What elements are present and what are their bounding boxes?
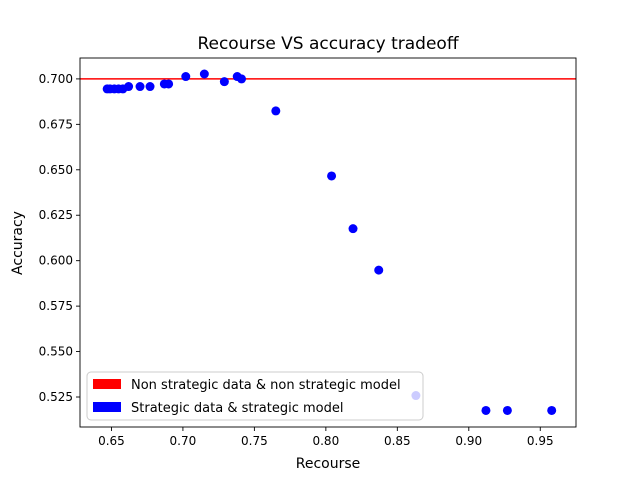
y-tick-label: 0.650 — [39, 163, 73, 177]
y-tick-label: 0.600 — [39, 254, 73, 268]
legend-swatch-reference — [93, 379, 121, 389]
legend-box — [86, 371, 424, 421]
plot-area — [80, 69, 576, 415]
y-tick-label: 0.625 — [39, 208, 73, 222]
data-point — [271, 106, 281, 116]
data-point — [547, 405, 557, 415]
legend-swatch-strategic — [93, 402, 121, 412]
data-point — [237, 74, 247, 84]
x-tick-label: 0.70 — [170, 434, 197, 448]
data-point — [199, 69, 209, 79]
data-point — [124, 82, 134, 92]
data-point — [327, 171, 337, 181]
data-point — [164, 79, 174, 89]
x-tick-label: 0.65 — [98, 434, 125, 448]
chart-title: Recourse VS accuracy tradeoff — [197, 34, 459, 54]
data-point — [374, 265, 384, 275]
x-tick-label: 0.75 — [241, 434, 268, 448]
data-point — [219, 77, 229, 87]
x-tick-label: 0.90 — [455, 434, 482, 448]
y-tick-label: 0.575 — [39, 299, 73, 313]
y-tick-label: 0.550 — [39, 345, 73, 359]
data-point — [145, 82, 155, 92]
x-axis-label: Recourse — [296, 456, 361, 472]
x-tick-label: 0.85 — [384, 434, 411, 448]
y-tick-label: 0.700 — [39, 72, 73, 86]
legend: Non strategic data & non strategic model… — [86, 371, 424, 421]
y-axis-label: Accuracy — [10, 211, 26, 275]
axes: 0.65 0.70 0.75 0.80 0.85 0.90 0.95 0.525 0.550 0.… — [39, 57, 577, 448]
data-point — [181, 72, 191, 82]
data-point — [481, 405, 491, 415]
x-tick-label: 0.80 — [312, 434, 339, 448]
axes-frame — [79, 57, 577, 428]
y-tick-label: 0.525 — [39, 390, 73, 404]
x-tick-label: 0.95 — [527, 434, 554, 448]
y-tick-label: 0.675 — [39, 117, 73, 131]
data-point — [502, 405, 512, 415]
data-point — [348, 224, 358, 234]
legend-entry-strategic: Strategic data & strategic model — [131, 401, 343, 416]
data-point — [135, 82, 145, 92]
legend-entry-reference: Non strategic data & non strategic model — [131, 378, 401, 393]
